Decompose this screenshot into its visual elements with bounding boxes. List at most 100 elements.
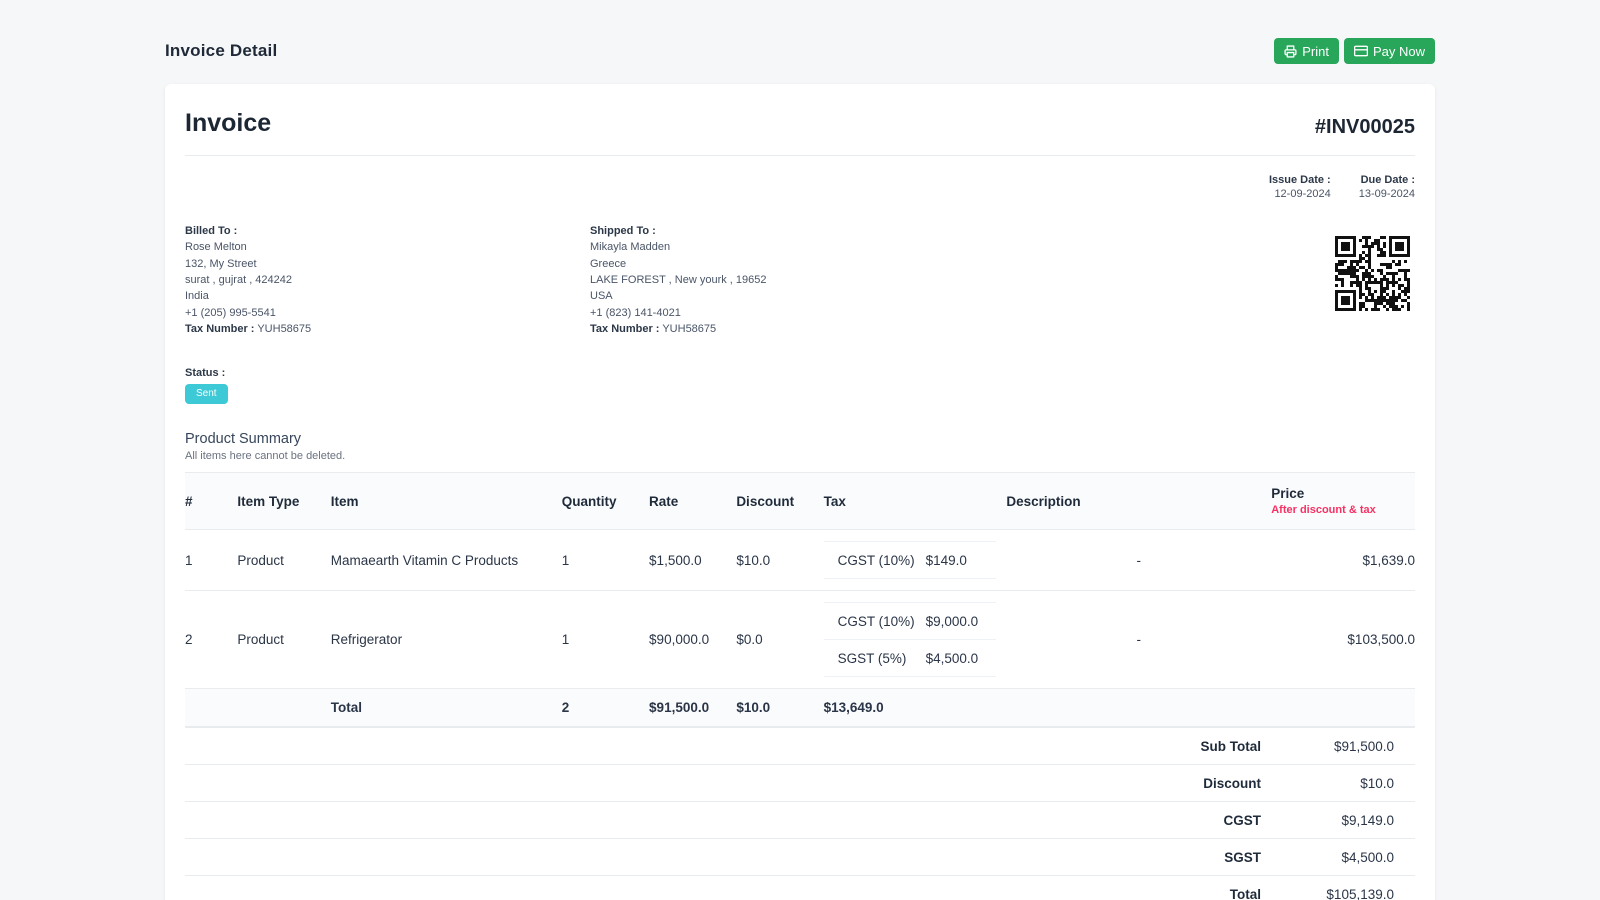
row-discount: $10.0 — [736, 529, 824, 592]
row-discount: $0.0 — [736, 590, 824, 690]
tax-amount: $149.0 — [925, 552, 967, 568]
row-tax-cell: CGST (10%) $149.0 — [823, 529, 1007, 592]
pay-now-button-label: Pay Now — [1372, 43, 1425, 59]
summary-label: CGST — [1223, 812, 1261, 828]
billed-to-label: Billed To : — [185, 225, 238, 237]
col-header-rate: Rate — [649, 472, 737, 531]
row-rate: $90,000.0 — [649, 590, 737, 690]
invoice-header: Invoice #INV00025 — [185, 109, 1415, 139]
totals-discount: $10.0 — [736, 688, 824, 728]
page-title: Invoice Detail — [165, 41, 278, 60]
tax-line: CGST (10%) $9,000.0 — [823, 603, 996, 641]
status-label: Status : — [185, 367, 226, 380]
billed-to-city: surat , gujrat , 424242 — [185, 274, 293, 287]
row-price: $1,639.0 — [1271, 529, 1415, 592]
product-summary-header: Product Summary All items here cannot be… — [185, 431, 1415, 462]
summary-value: $105,139.0 — [1326, 886, 1394, 900]
col-header-description: Description — [1006, 472, 1272, 531]
billed-to-phone: +1 (205) 995-5541 — [185, 306, 276, 319]
billed-to-country: India — [185, 290, 209, 303]
shipped-to-tax-label: Tax Number : — [590, 323, 660, 336]
shipped-to-tax-number: YUH58675 — [662, 323, 717, 336]
row-item: Refrigerator — [330, 590, 562, 690]
col-header-quantity: Quantity — [561, 472, 650, 531]
pay-now-button[interactable]: Pay Now — [1343, 38, 1435, 64]
row-tax-cell: CGST (10%) $9,000.0 SGST (5%) $4,500.0 — [823, 590, 1007, 690]
summary-label: Total — [1229, 886, 1261, 900]
summary-value: $4,500.0 — [1341, 849, 1394, 865]
tax-name: SGST (5%) — [837, 650, 907, 666]
divider — [185, 155, 1415, 156]
billed-to-street: 132, My Street — [185, 257, 257, 270]
row-description: - — [1006, 590, 1272, 690]
billed-to-tax: Tax Number : YUH58675 — [185, 323, 590, 337]
col-header-item-type: Item Type — [237, 472, 331, 531]
col-header-index: # — [185, 472, 238, 531]
row-index: 1 — [185, 529, 238, 592]
billed-to-block: Billed To : Rose Melton 132, My Street s… — [185, 225, 590, 337]
items-table-body: 1 Product Mamaearth Vitamin C Products 1… — [185, 529, 1415, 690]
row-rate: $1,500.0 — [649, 529, 737, 592]
totals-tax: $13,649.0 — [823, 688, 1007, 728]
billed-to-tax-label: Tax Number : — [185, 323, 255, 336]
tax-name: CGST (10%) — [837, 613, 915, 629]
table-row: 1 Product Mamaearth Vitamin C Products 1… — [185, 529, 1415, 592]
print-icon — [1284, 44, 1297, 58]
billed-to-tax-number: YUH58675 — [257, 323, 312, 336]
tax-amount: $4,500.0 — [925, 650, 979, 666]
totals-row: Total 2 $91,500.0 $10.0 $13,649.0 — [185, 688, 1415, 728]
shipped-to-tax: Tax Number : YUH58675 — [590, 323, 995, 337]
row-item: Mamaearth Vitamin C Products — [330, 529, 562, 592]
items-table: # Item Type Item Quantity Rate Discount … — [185, 472, 1415, 728]
row-item-type: Product — [237, 529, 331, 592]
invoice-card: Invoice #INV00025 Issue Date : 12-09-202… — [165, 84, 1435, 900]
price-header-text: Price — [1271, 486, 1305, 502]
billed-to-name: Rose Melton — [185, 241, 247, 254]
credit-card-icon — [1353, 44, 1368, 58]
due-date-value: 13-09-2024 — [1358, 188, 1415, 200]
tax-line: CGST (10%) $149.0 — [823, 542, 996, 580]
summary-row-sgst: SGST $4,500.0 — [185, 838, 1415, 875]
summary-value: $91,500.0 — [1333, 738, 1394, 754]
col-header-tax: Tax — [823, 472, 1007, 531]
row-price: $103,500.0 — [1271, 590, 1415, 690]
row-quantity: 1 — [561, 590, 650, 690]
summary-row-total: Total $105,139.0 — [185, 875, 1415, 900]
summary-label: Discount — [1203, 775, 1261, 791]
invoice-heading: Invoice — [185, 109, 272, 137]
summary-value: $10.0 — [1360, 775, 1394, 791]
shipped-to-country: USA — [590, 290, 613, 303]
summary-row-cgst: CGST $9,149.0 — [185, 801, 1415, 838]
tax-amount: $9,000.0 — [925, 613, 979, 629]
items-table-foot: Total 2 $91,500.0 $10.0 $13,649.0 — [185, 688, 1415, 728]
totals-rate: $91,500.0 — [649, 688, 737, 728]
shipped-to-name: Mikayla Madden — [590, 241, 671, 254]
totals-label: Total — [330, 688, 562, 728]
row-index: 2 — [185, 590, 238, 690]
shipped-to-region: Greece — [590, 257, 627, 270]
shipped-to-phone: +1 (823) 141-4021 — [590, 306, 681, 319]
print-button-label: Print — [1302, 43, 1329, 59]
page: Invoice Detail Print Pay Now Invoice #IN… — [165, 0, 1435, 900]
summary-label: SGST — [1224, 849, 1261, 865]
totals-quantity: 2 — [561, 688, 650, 728]
issue-date-value: 12-09-2024 — [1274, 188, 1331, 200]
summary-section: Sub Total $91,500.0 Discount $10.0 CGST … — [185, 727, 1415, 900]
tax-name: CGST (10%) — [837, 552, 915, 568]
product-summary-subtitle: All items here cannot be deleted. — [185, 450, 346, 463]
summary-row-discount: Discount $10.0 — [185, 764, 1415, 801]
col-header-discount: Discount — [736, 472, 824, 531]
row-description: - — [1006, 529, 1272, 592]
invoice-number: #INV00025 — [1314, 116, 1415, 138]
due-date-block: Due Date : 13-09-2024 — [1359, 174, 1415, 200]
shipped-to-label: Shipped To : — [590, 225, 656, 237]
issue-date-block: Issue Date : 12-09-2024 — [1269, 174, 1331, 200]
parties: Billed To : Rose Melton 132, My Street s… — [185, 225, 1415, 337]
items-table-head: # Item Type Item Quantity Rate Discount … — [185, 472, 1415, 531]
status-block: Status : Sent — [185, 367, 1415, 405]
price-header-note: After discount & tax — [1271, 504, 1376, 517]
toolbar: Print Pay Now — [1274, 38, 1435, 64]
print-button[interactable]: Print — [1274, 38, 1339, 64]
product-summary-title: Product Summary — [185, 431, 302, 448]
shipped-to-city: LAKE FOREST , New yourk , 19652 — [590, 274, 767, 287]
